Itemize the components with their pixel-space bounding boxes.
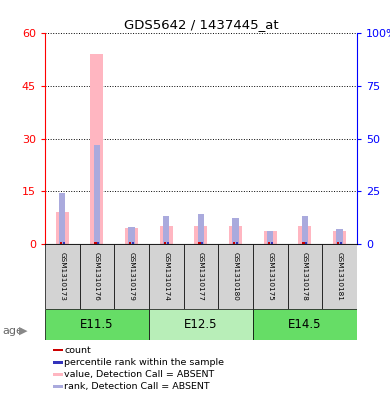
Text: E14.5: E14.5 [288, 318, 322, 331]
Bar [94, 242, 96, 244]
Text: value, Detection Call = ABSENT: value, Detection Call = ABSENT [64, 370, 214, 379]
Bar [232, 219, 239, 244]
Bar [53, 361, 63, 364]
Bar [62, 242, 65, 244]
Bar [160, 226, 173, 244]
Text: GSM1310178: GSM1310178 [302, 252, 308, 301]
Bar [302, 242, 305, 244]
Bar [298, 226, 312, 244]
Text: E12.5: E12.5 [184, 318, 218, 331]
Bar [56, 212, 69, 244]
Bar [94, 145, 100, 244]
Text: GSM1310177: GSM1310177 [198, 252, 204, 301]
Bar [53, 373, 63, 376]
Bar [164, 242, 166, 244]
Bar [45, 309, 149, 340]
Bar [149, 309, 253, 340]
Bar [267, 231, 273, 244]
Bar [233, 242, 235, 244]
Bar [199, 242, 200, 244]
Bar [167, 242, 168, 244]
Bar [337, 242, 339, 244]
Bar [80, 244, 114, 309]
Bar [53, 349, 63, 351]
Bar [337, 229, 343, 244]
Title: GDS5642 / 1437445_at: GDS5642 / 1437445_at [124, 18, 278, 31]
Bar [128, 227, 135, 244]
Bar [287, 244, 322, 309]
Bar [271, 242, 273, 244]
Bar [236, 242, 238, 244]
Bar [333, 231, 346, 244]
Bar [305, 242, 307, 244]
Bar [114, 244, 149, 309]
Text: GSM1310175: GSM1310175 [267, 252, 273, 301]
Text: GSM1310181: GSM1310181 [337, 252, 342, 301]
Text: ▶: ▶ [19, 326, 27, 336]
Bar [322, 244, 357, 309]
Bar [129, 242, 131, 244]
Bar [132, 242, 134, 244]
Bar [163, 216, 169, 244]
Bar [268, 242, 270, 244]
Bar [184, 244, 218, 309]
Bar [149, 244, 184, 309]
Text: count: count [64, 346, 91, 355]
Bar [264, 231, 277, 244]
Text: E11.5: E11.5 [80, 318, 113, 331]
Bar [45, 244, 80, 309]
Text: percentile rank within the sample: percentile rank within the sample [64, 358, 224, 367]
Bar [60, 242, 62, 244]
Bar [53, 385, 63, 387]
Bar [302, 216, 308, 244]
Bar [340, 242, 342, 244]
Bar [97, 242, 99, 244]
Bar [125, 228, 138, 244]
Bar [194, 226, 207, 244]
Text: GSM1310174: GSM1310174 [163, 252, 169, 301]
Bar [198, 214, 204, 244]
Bar [90, 54, 103, 244]
Bar [253, 309, 357, 340]
Bar [218, 244, 253, 309]
Bar [253, 244, 287, 309]
Text: age: age [2, 326, 23, 336]
Text: GSM1310179: GSM1310179 [129, 252, 135, 301]
Bar [229, 226, 242, 244]
Bar [201, 242, 203, 244]
Text: GSM1310173: GSM1310173 [59, 252, 65, 301]
Text: rank, Detection Call = ABSENT: rank, Detection Call = ABSENT [64, 382, 210, 391]
Bar [59, 193, 65, 244]
Text: GSM1310180: GSM1310180 [232, 252, 239, 301]
Text: GSM1310176: GSM1310176 [94, 252, 100, 301]
